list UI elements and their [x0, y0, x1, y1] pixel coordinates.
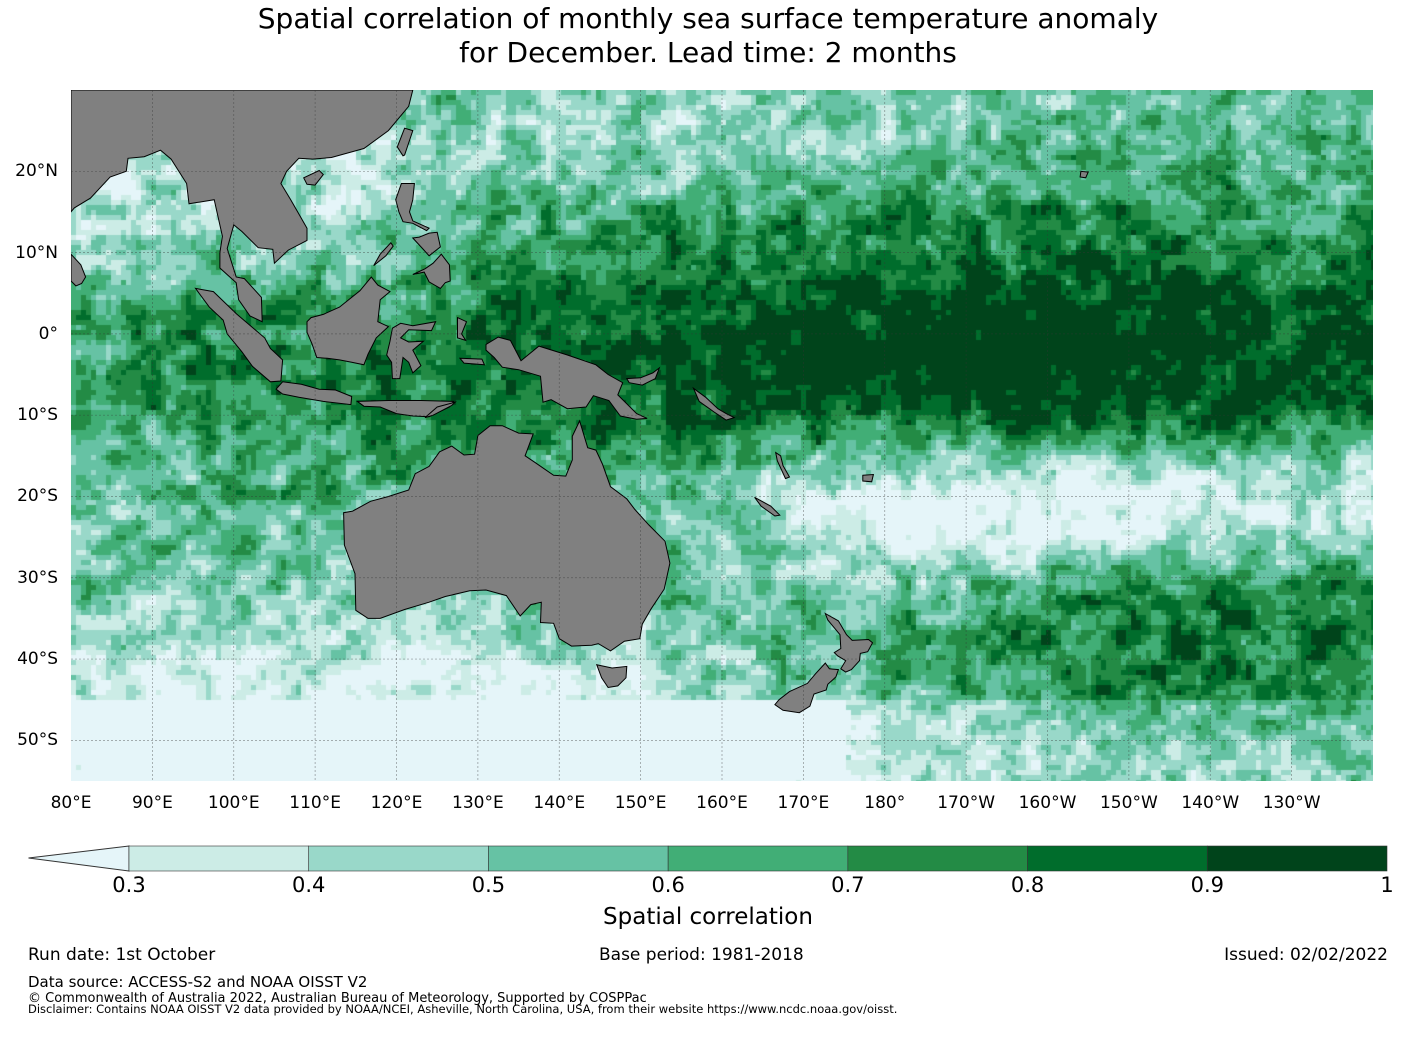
colorbar-tick-label: 1: [1380, 873, 1394, 897]
base-period: Base period: 1981-2018: [599, 945, 804, 965]
land-philippines-visayas: [411, 231, 441, 257]
longitude-tick-label: 110°E: [289, 793, 341, 813]
land-sulawesi: [386, 321, 437, 380]
longitude-tick-label: 130°W: [1262, 793, 1321, 813]
colorbar-tick-label: 0.7: [831, 873, 865, 897]
longitude-tick-label: 150°E: [614, 793, 667, 813]
colorbar-segment: [1027, 845, 1208, 872]
land-philippines-mindanao: [412, 253, 451, 290]
land-new-guinea: [485, 336, 648, 420]
colorbar-tick-label: 0.4: [292, 873, 326, 897]
land-nz-north: [824, 612, 874, 673]
land-new-caledonia: [754, 496, 781, 517]
land-seram: [458, 357, 486, 366]
land-tasmania: [595, 664, 628, 689]
run-date: Run date: 1st October: [28, 945, 216, 965]
colorbar-tick-label: 0.5: [471, 873, 506, 897]
land-australia: [343, 419, 671, 652]
latitude-tick-label: 40°S: [17, 649, 58, 670]
land-philippines-luzon: [395, 183, 430, 232]
longitude-tick-label: 120°E: [370, 793, 423, 813]
longitude-tick-label: 100°E: [207, 793, 260, 813]
land-borneo: [306, 276, 391, 366]
latitude-tick-label: 10°N: [15, 242, 58, 263]
land-new-britain: [625, 366, 661, 386]
colorbar-segment: [488, 845, 669, 872]
land-solomons: [692, 386, 736, 421]
land-asia-mainland: [71, 90, 414, 323]
latitude-tick-label: 20°S: [17, 486, 58, 507]
data-source: Data source: ACCESS-S2 and NOAA OISST V2: [28, 973, 368, 991]
disclaimer: Disclaimer: Contains NOAA OISST V2 data …: [28, 1002, 898, 1016]
longitude-tick-label: 140°W: [1181, 793, 1240, 813]
colorbar-segment: [847, 845, 1028, 872]
land-vanuatu: [774, 451, 791, 480]
colorbar-under-extension: [28, 845, 130, 872]
land-hawaii: [1079, 170, 1089, 179]
longitude-tick-label: 180°: [864, 793, 906, 813]
map-overlay: [71, 90, 1373, 781]
longitude-tick-label: 90°E: [131, 793, 173, 813]
longitude-tick-label: 160°W: [1018, 793, 1077, 813]
land-nz-south: [774, 662, 840, 714]
land-timor: [424, 401, 457, 419]
chart-title-line-2: for December. Lead time: 2 months: [459, 36, 957, 69]
latitude-tick-label: 0°: [38, 323, 58, 344]
colorbar-tick-label: 0.6: [651, 873, 685, 897]
colorbar-tick-label: 0.8: [1010, 873, 1045, 897]
land-halmahera-seram: [457, 316, 468, 342]
colorbar-segment: [308, 845, 489, 872]
longitude-tick-label: 80°E: [50, 793, 92, 813]
latitude-tick-label: 50°S: [17, 730, 58, 751]
longitude-tick-label: 170°E: [777, 793, 830, 813]
land-java: [275, 381, 353, 406]
land-hainan: [303, 169, 324, 186]
copyright: © Commonwealth of Australia 2022, Austra…: [28, 991, 647, 1006]
land-fiji: [862, 473, 875, 483]
latitude-tick-label: 20°N: [15, 161, 58, 182]
chart-title-line-1: Spatial correlation of monthly sea surfa…: [257, 2, 1159, 35]
colorbar-tick-label: 0.9: [1190, 873, 1224, 897]
colorbar: [28, 845, 1388, 872]
land-palawan: [373, 242, 394, 266]
issued-date: Issued: 02/02/2022: [1224, 945, 1388, 965]
latitude-tick-label: 10°S: [17, 405, 58, 426]
land-sri-lanka: [71, 253, 87, 287]
longitude-tick-label: 130°E: [452, 793, 504, 813]
longitude-tick-label: 150°W: [1099, 793, 1158, 813]
colorbar-label: Spatial correlation: [603, 904, 813, 930]
colorbar-segment: [128, 845, 310, 872]
correlation-map: [71, 90, 1373, 781]
latitude-tick-label: 30°S: [17, 567, 58, 588]
longitude-tick-label: 140°E: [533, 793, 586, 813]
colorbar-segment: [667, 845, 849, 872]
longitude-tick-label: 170°W: [937, 793, 996, 813]
land-sumatra: [194, 287, 284, 383]
land-taiwan: [396, 127, 414, 157]
colorbar-tick-label: 0.3: [112, 873, 146, 897]
colorbar-segment: [1206, 845, 1388, 872]
longitude-tick-label: 160°E: [696, 793, 748, 813]
